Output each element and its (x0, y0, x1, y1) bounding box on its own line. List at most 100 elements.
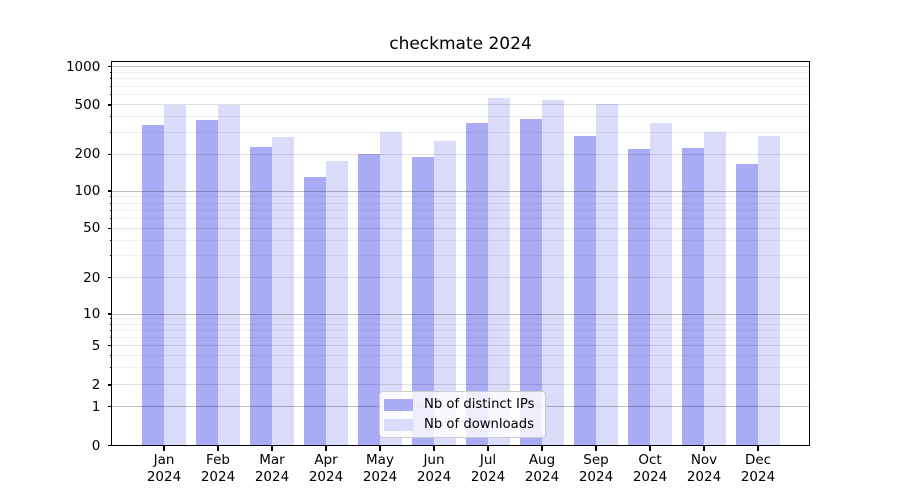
y-gridline (112, 384, 810, 386)
y-minor-tick-mark (109, 366, 113, 368)
y-gridline (112, 153, 810, 155)
x-tick-mark (433, 446, 435, 451)
chart-title: checkmate 2024 (389, 34, 532, 54)
x-tick-month: Aug (528, 452, 556, 468)
x-tick-year: 2024 (578, 469, 614, 485)
x-tick-label: Feb 2024 (186, 452, 250, 486)
x-tick-label: May 2024 (348, 452, 412, 486)
y-tick-label: 1000 (65, 58, 101, 75)
legend-label-distinct-ips: Nb of distinct IPs (424, 396, 535, 412)
bar-distinct-ips-oct (628, 149, 650, 446)
x-tick-year: 2024 (524, 469, 560, 485)
x-tick-month: Mar (259, 452, 285, 468)
y-tick-label: 500 (74, 96, 101, 113)
y-tick-label: 50 (83, 220, 101, 237)
legend-label-downloads: Nb of downloads (424, 416, 534, 432)
x-tick-year: 2024 (416, 469, 452, 485)
x-tick-label: Sep 2024 (564, 452, 628, 486)
bar-downloads-mar (272, 136, 294, 446)
x-tick-label: Dec 2024 (726, 452, 790, 486)
x-tick-mark (595, 446, 597, 451)
y-gridline (112, 104, 810, 106)
x-tick-label: Aug 2024 (510, 452, 574, 486)
bar-distinct-ips-jan (142, 124, 164, 446)
y-gridline (112, 196, 810, 198)
bar-downloads-apr (326, 161, 348, 446)
bar-downloads-jan (164, 104, 186, 446)
x-tick-year: 2024 (632, 469, 668, 485)
y-gridline (112, 131, 810, 133)
y-minor-tick-mark (109, 354, 113, 356)
y-gridline (112, 323, 810, 325)
x-tick-label: Mar 2024 (240, 452, 304, 486)
y-gridline (112, 94, 810, 96)
bar-distinct-ips-apr (304, 177, 326, 446)
x-tick-month: Feb (206, 452, 230, 468)
y-gridline (112, 78, 810, 80)
x-tick-year: 2024 (146, 469, 182, 485)
x-tick-month: Jan (153, 452, 175, 468)
x-tick-month: Oct (638, 452, 662, 468)
bar-distinct-ips-dec (736, 163, 758, 446)
y-tick-mark (107, 104, 113, 106)
y-minor-tick-mark (109, 318, 113, 320)
y-gridline (112, 277, 810, 279)
bar-distinct-ips-feb (196, 120, 218, 446)
bar-downloads-jul (488, 97, 510, 446)
y-minor-tick-mark (109, 196, 113, 198)
y-gridline (112, 227, 810, 229)
x-tick-month: Nov (690, 452, 718, 468)
x-tick-label: Oct 2024 (618, 452, 682, 486)
y-gridline (112, 313, 810, 315)
x-tick-mark (379, 446, 381, 451)
bar-downloads-oct (650, 122, 672, 446)
y-tick-label: 20 (83, 269, 101, 286)
x-tick-month: Apr (314, 452, 338, 468)
y-minor-tick-mark (109, 239, 113, 241)
y-gridline (112, 345, 810, 347)
y-tick-label: 0 (91, 437, 101, 454)
y-minor-tick-mark (109, 329, 113, 331)
y-tick-mark (107, 405, 113, 408)
legend-swatch-downloads-icon (384, 418, 413, 431)
y-minor-tick-mark (109, 217, 113, 219)
y-gridline (112, 354, 810, 356)
y-gridline (112, 209, 810, 211)
y-minor-tick-mark (109, 78, 113, 80)
legend-swatch-distinct-ips-icon (384, 398, 413, 411)
y-minor-tick-mark (109, 131, 113, 133)
bar-downloads-aug (542, 100, 564, 446)
bar-distinct-ips-aug (520, 119, 542, 446)
x-tick-year: 2024 (740, 469, 776, 485)
y-minor-tick-mark (109, 209, 113, 211)
x-tick-mark (487, 446, 489, 451)
y-tick-label: 2 (91, 376, 101, 393)
legend-item-distinct-ips: Nb of distinct IPs (384, 396, 545, 412)
y-gridline (112, 217, 810, 219)
x-tick-year: 2024 (470, 469, 506, 485)
x-tick-month: Jun (423, 452, 445, 468)
y-tick-label: 200 (74, 146, 101, 163)
y-gridline (112, 66, 810, 68)
x-tick-month: Jul (479, 452, 497, 468)
bar-distinct-ips-mar (250, 147, 272, 446)
bar-downloads-jun (434, 140, 456, 446)
y-minor-tick-mark (109, 85, 113, 87)
y-minor-tick-mark (109, 255, 113, 257)
x-tick-mark (703, 446, 705, 451)
x-tick-label: Jul 2024 (456, 452, 520, 486)
y-minor-tick-mark (109, 116, 113, 118)
x-tick-mark (649, 446, 651, 451)
y-gridline (112, 190, 810, 192)
y-tick-mark (107, 227, 113, 230)
y-gridline (112, 255, 810, 257)
bar-distinct-ips-sep (574, 135, 596, 446)
x-tick-year: 2024 (362, 469, 398, 485)
bar-distinct-ips-may (358, 154, 380, 446)
legend: Nb of distinct IPs Nb of downloads (379, 391, 546, 438)
x-tick-year: 2024 (308, 469, 344, 485)
x-tick-mark (271, 446, 273, 451)
x-tick-year: 2024 (254, 469, 290, 485)
y-gridline (112, 329, 810, 331)
x-tick-month: May (366, 452, 394, 468)
